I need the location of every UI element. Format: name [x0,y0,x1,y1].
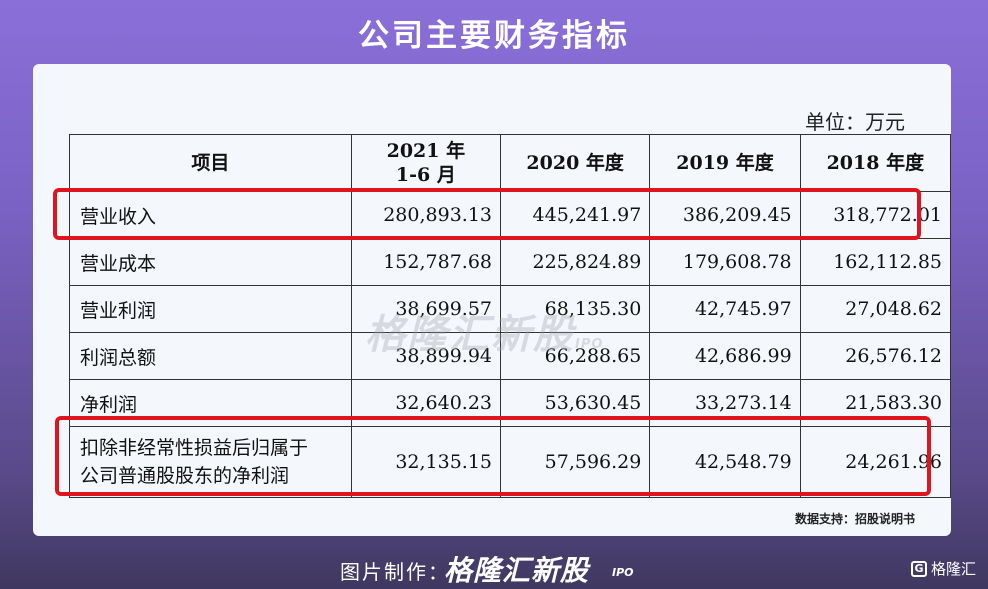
header-item: 项目 [69,134,352,192]
row-value: 42,686.99 [649,332,801,380]
table-header-row: 项目 2021 年 1-6 月 2020 年度 2019 年度 2018 年度 [69,134,952,192]
highlight-box-revenue [53,188,921,240]
row-value: 179,608.78 [649,238,801,286]
table-row: 利润总额 38,899.94 66,288.65 42,686.99 26,576.12 [69,332,952,380]
row-value: 318,772.01 [799,191,952,239]
row-value: 38,699.57 [350,285,502,333]
row-value: 68,135.30 [500,285,651,333]
row-value: 66,288.65 [500,332,651,380]
page-title: 公司主要财务指标 [358,18,630,54]
row-value: 24,261.96 [799,426,952,498]
data-source: 数据支持：招股说明书 [794,512,915,526]
corner-logo-text: 格隆汇 [930,560,976,578]
row-value: 152,787.68 [350,238,502,286]
table-row: 营业成本 152,787.68 225,824.89 179,608.78 162,11… [69,238,952,286]
row-value: 27,048.62 [799,285,952,333]
row-value: 38,899.94 [350,332,502,380]
header-2021h1: 2021 年 1-6 月 [350,134,502,192]
table-row: 营业利润 38,699.57 68,135.30 42,745.97 27,048.62 [69,285,952,333]
row-label: 营业利润 [69,285,352,333]
row-value: 162,112.85 [799,238,952,286]
header-2018: 2018 年度 [799,134,952,192]
content-card: 单位：万元 项目 2021 年 1-6 月 2020 年度 2019 年度 201… [33,64,952,536]
highlight-box-net-profit [55,416,931,496]
footer: 图片制作： 格隆汇新股 IPO G 格隆汇 [0,548,988,589]
row-value: 280,893.13 [350,191,502,239]
unit-label: 单位：万元 [805,110,905,134]
row-label: 营业成本 [69,238,352,286]
header-2021h1-line: 1-6 月 [395,164,456,186]
row-label: 利润总额 [69,332,352,380]
header-2020: 2020 年度 [500,134,651,192]
table-row: 扣除非经常性损益后归属于 公司普通股股东的净利润 32,135.15 57,596.2… [69,426,952,498]
credit-label: 图片制作： [340,560,450,584]
row-value: 42,548.79 [649,426,801,498]
row-value: 225,824.89 [500,238,651,286]
g-logo-icon: G [910,560,927,577]
corner-logo: G 格隆汇 [910,558,976,579]
row-value: 445,241.97 [500,191,651,239]
row-value: 42,745.97 [649,285,801,333]
credit-brand-ipo: IPO [612,566,634,579]
header-2021h1-line: 2021 年 [386,140,466,162]
credit-brand: 格隆汇新股 [444,554,590,587]
row-value: 26,576.12 [799,332,952,380]
row-label: 扣除非经常性损益后归属于 公司普通股股东的净利润 [69,426,352,498]
row-value: 57,596.29 [500,426,651,498]
header-2019: 2019 年度 [649,134,801,192]
